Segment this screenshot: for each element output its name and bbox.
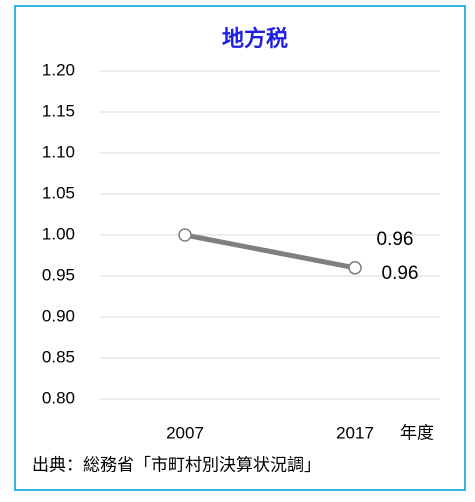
series-line [184,232,356,271]
data-label: 0.96 [382,263,419,284]
y-tick-label: 0.95 [42,265,75,284]
point-marker [178,228,192,242]
y-tick-label: 1.00 [42,224,75,243]
y-tick-label: 1.05 [42,183,75,202]
source-note: 出典：総務省「市町村別決算状況調」 [32,455,321,474]
y-tick-label: 0.90 [42,306,75,325]
y-tick-label: 0.80 [42,388,75,407]
data-label: 0.96 [377,229,414,250]
x-tick-label: 2007 [166,423,204,442]
y-tick-label: 1.15 [42,101,75,120]
x-tick-label: 2017 [336,423,374,442]
y-tick-label: 1.10 [42,142,75,161]
y-tick-label: 1.20 [42,60,75,79]
chart-title: 地方税 [222,26,288,51]
x-axis-label: 年度 [400,423,434,442]
y-tick-label: 0.85 [42,347,75,366]
point-marker [348,261,362,275]
